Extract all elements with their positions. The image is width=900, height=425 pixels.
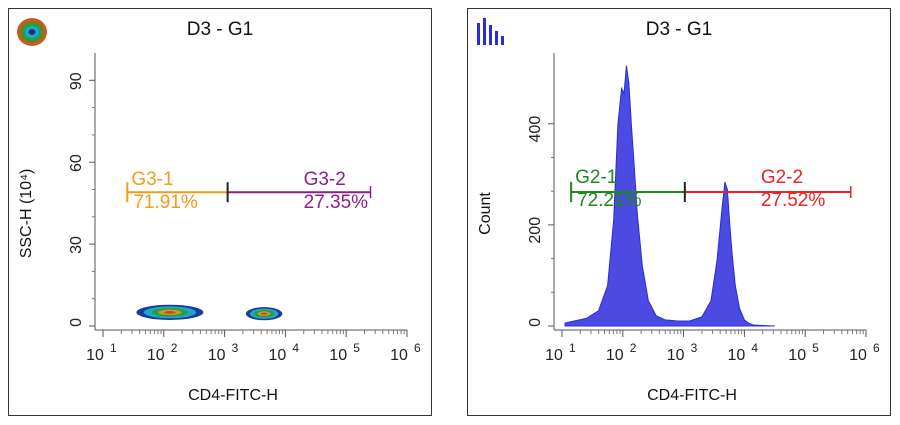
x-tick-exponent: 3 <box>232 341 239 355</box>
x-tick-label: 10 <box>390 347 408 364</box>
x-tick-label: 10 <box>849 347 867 364</box>
x-tick-exponent: 2 <box>171 341 178 355</box>
y-tick-label: 90 <box>68 72 85 90</box>
x-tick-exponent: 4 <box>292 341 299 355</box>
x-tick-exponent: 1 <box>569 341 576 355</box>
y-tick-label: 30 <box>68 236 85 254</box>
x-axis-title: CD4-FITC-H <box>647 387 737 404</box>
x-tick-label: 10 <box>269 347 287 364</box>
y-axis-title: SSC-H (10⁴) <box>18 169 35 259</box>
x-tick-exponent: 5 <box>353 341 360 355</box>
y-tick-label: 400 <box>527 116 544 143</box>
density-plot-icon[interactable] <box>15 15 49 49</box>
gate-percent: 27.52% <box>761 190 826 211</box>
gate-percent: 27.35% <box>304 192 369 213</box>
x-tick-label: 10 <box>329 347 347 364</box>
y-tick-label: 60 <box>68 154 85 172</box>
histogram-icon[interactable] <box>474 15 508 49</box>
histogram-panel: D3 - G1 10 1 10 2 10 3 10 4 10 5 10 6 0 200 400 CD4-FIT… <box>467 8 891 416</box>
dot-plot-panel: D3 - G1 10 1 10 2 10 3 10 4 10 5 10 6 0 30 60 90 CD4-FIT… <box>8 8 432 416</box>
x-tick-label: 10 <box>208 347 226 364</box>
density-contour <box>163 310 176 314</box>
y-tick-label: 200 <box>527 217 544 244</box>
x-tick-exponent: 4 <box>751 341 758 355</box>
x-tick-label: 10 <box>728 347 746 364</box>
gate-label: G3-1 <box>131 169 173 190</box>
histogram-plot-area[interactable]: 10 1 10 2 10 3 10 4 10 5 10 6 0 200 400 CD4-FITC-H Count… <box>468 9 892 417</box>
histogram-area <box>564 65 775 327</box>
x-tick-label: 10 <box>545 347 563 364</box>
x-tick-label: 10 <box>606 347 624 364</box>
plot-title: D3 - G1 <box>645 19 713 40</box>
density-contour <box>260 312 268 315</box>
plot-title: D3 - G1 <box>186 19 254 40</box>
gate-label: G3-2 <box>304 169 346 190</box>
gate-label: G2-1 <box>575 167 617 188</box>
x-tick-exponent: 5 <box>812 341 819 355</box>
gate-percent: 71.91% <box>133 192 198 213</box>
y-tick-label: 0 <box>68 318 85 327</box>
x-tick-exponent: 6 <box>414 341 421 355</box>
gate-percent: 72.21% <box>577 190 642 211</box>
dot-plot-area[interactable]: 10 1 10 2 10 3 10 4 10 5 10 60306090CD4-FITC-HSSC-H… <box>9 9 433 417</box>
x-tick-label: 10 <box>147 347 165 364</box>
y-tick-label: 0 <box>527 318 544 327</box>
x-tick-exponent: 2 <box>630 341 637 355</box>
x-axis-title: CD4-FITC-H <box>188 387 278 404</box>
x-tick-exponent: 3 <box>691 341 698 355</box>
x-tick-exponent: 6 <box>873 341 880 355</box>
x-tick-exponent: 1 <box>110 341 117 355</box>
x-tick-label: 10 <box>86 347 104 364</box>
x-tick-label: 10 <box>667 347 685 364</box>
gate-label: G2-2 <box>761 167 803 188</box>
y-axis-title: Count <box>477 192 494 235</box>
x-tick-label: 10 <box>788 347 806 364</box>
